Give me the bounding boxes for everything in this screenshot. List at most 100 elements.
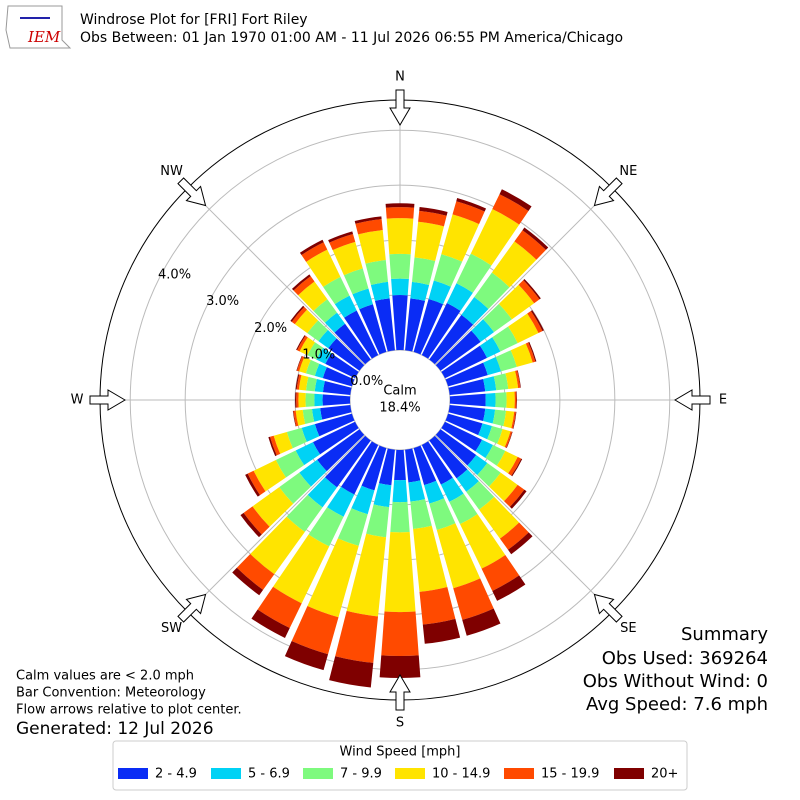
bar-segment [411, 257, 436, 285]
bar-segment [492, 194, 529, 225]
bar-segment [296, 355, 303, 371]
bar-segment [318, 329, 337, 349]
bar-segment [456, 469, 479, 492]
bar-segment [511, 458, 523, 477]
bar-segment [492, 575, 526, 601]
bar-segment [413, 299, 444, 355]
bar-segment [517, 370, 521, 388]
bar-segment [429, 435, 468, 479]
bar-segment [291, 274, 311, 291]
bar-segment [286, 494, 323, 532]
bar-segment [273, 432, 293, 454]
bar-segment [479, 496, 520, 539]
bar-segment [405, 298, 426, 352]
bar-segment [284, 641, 329, 671]
bar-segment [413, 445, 437, 486]
bar-segment [528, 341, 537, 362]
logo: IEM [5, 5, 72, 49]
bar-segment [317, 429, 365, 472]
bar-segment [414, 221, 444, 261]
bar-segment [346, 533, 387, 617]
bar-segment [392, 480, 408, 503]
bar-segment [328, 231, 354, 243]
bar-segment [478, 423, 492, 440]
subtitle: Obs Between: 01 Jan 1970 01:00 AM - 11 J… [80, 30, 623, 46]
bar-segment [306, 249, 341, 287]
bar-segment [275, 450, 305, 478]
bar-segment [291, 306, 308, 325]
bar-segment [440, 477, 464, 502]
note: Flow arrows relative to plot center. [16, 703, 242, 718]
bar-segment [410, 281, 430, 301]
windrose: Calm 18.4% 0.0% 1.0% 2.0% 3.0% 4.0% N NE E SE S SW W N… [71, 70, 728, 731]
legend-box [112, 740, 688, 791]
bar-segment [462, 608, 501, 636]
bar-segment [325, 353, 359, 379]
summary: Obs Used: 369264 [602, 648, 768, 669]
title: Windrose Plot for [FRI] Fort Riley [80, 12, 308, 28]
bar-segment [250, 516, 305, 575]
bar-segment [522, 227, 549, 250]
bar-segment [322, 380, 352, 395]
bar-segment [294, 309, 319, 334]
bar-segment [384, 532, 416, 613]
bar-segment [243, 506, 270, 535]
bar-segment [334, 295, 357, 318]
flow-arrow [389, 674, 411, 711]
bar-segment [329, 233, 356, 251]
bar-segment [441, 345, 488, 379]
bar-segment [474, 272, 510, 310]
bar-segment [503, 410, 515, 429]
r-tick-label: 1.0% [302, 347, 335, 362]
bar-segment [365, 260, 389, 285]
bar-segment [516, 391, 518, 409]
bar-segment [435, 429, 477, 466]
summary: Obs Without Wind: 0 [583, 671, 768, 692]
bar-segment [328, 338, 365, 371]
bar-segment [385, 203, 415, 208]
bar-segment [295, 392, 297, 408]
bar-segment [483, 303, 512, 333]
bar-segment [307, 477, 338, 508]
bar-segment [332, 241, 363, 276]
bar-segment [493, 373, 509, 391]
bar-segment [373, 483, 392, 508]
flow-arrow [674, 389, 711, 411]
bar-segment [297, 335, 308, 352]
bar-segment [428, 280, 451, 305]
bar-segment [508, 313, 539, 344]
bar-segment [422, 618, 461, 644]
bar-segment [449, 493, 478, 525]
bar-segment [343, 268, 369, 295]
calm-value: 18.4% [379, 401, 420, 416]
bar-segment [358, 229, 386, 264]
bar-segment [503, 484, 525, 507]
bar-segment [413, 525, 448, 592]
bar-segment [452, 201, 485, 225]
bar-segment [512, 411, 517, 429]
bar-segment [498, 284, 535, 320]
bar-segment [471, 319, 495, 342]
bar-segment [253, 460, 286, 492]
bar-segment [492, 409, 507, 427]
bar-segment [485, 444, 506, 466]
bar-segment [232, 567, 264, 596]
spoke [187, 187, 365, 365]
bar-segment [392, 295, 408, 351]
r-tick-label: 3.0% [206, 294, 239, 309]
bar-segment [296, 374, 302, 390]
bar-segment [307, 342, 324, 360]
bar-segment [324, 312, 346, 333]
legend-title: Wind Speed [mph] [340, 745, 461, 760]
bar-segment [419, 586, 456, 625]
bar-segment [385, 207, 415, 219]
bar-segment [359, 304, 387, 355]
compass-label: NW [160, 164, 183, 179]
bar-segment [293, 410, 299, 427]
bar-segment [314, 363, 327, 379]
bar-segment [299, 356, 311, 374]
bar-segment [307, 320, 328, 342]
bar-segment [530, 310, 544, 332]
bar-segment [491, 241, 537, 288]
bar-segment [314, 378, 325, 393]
